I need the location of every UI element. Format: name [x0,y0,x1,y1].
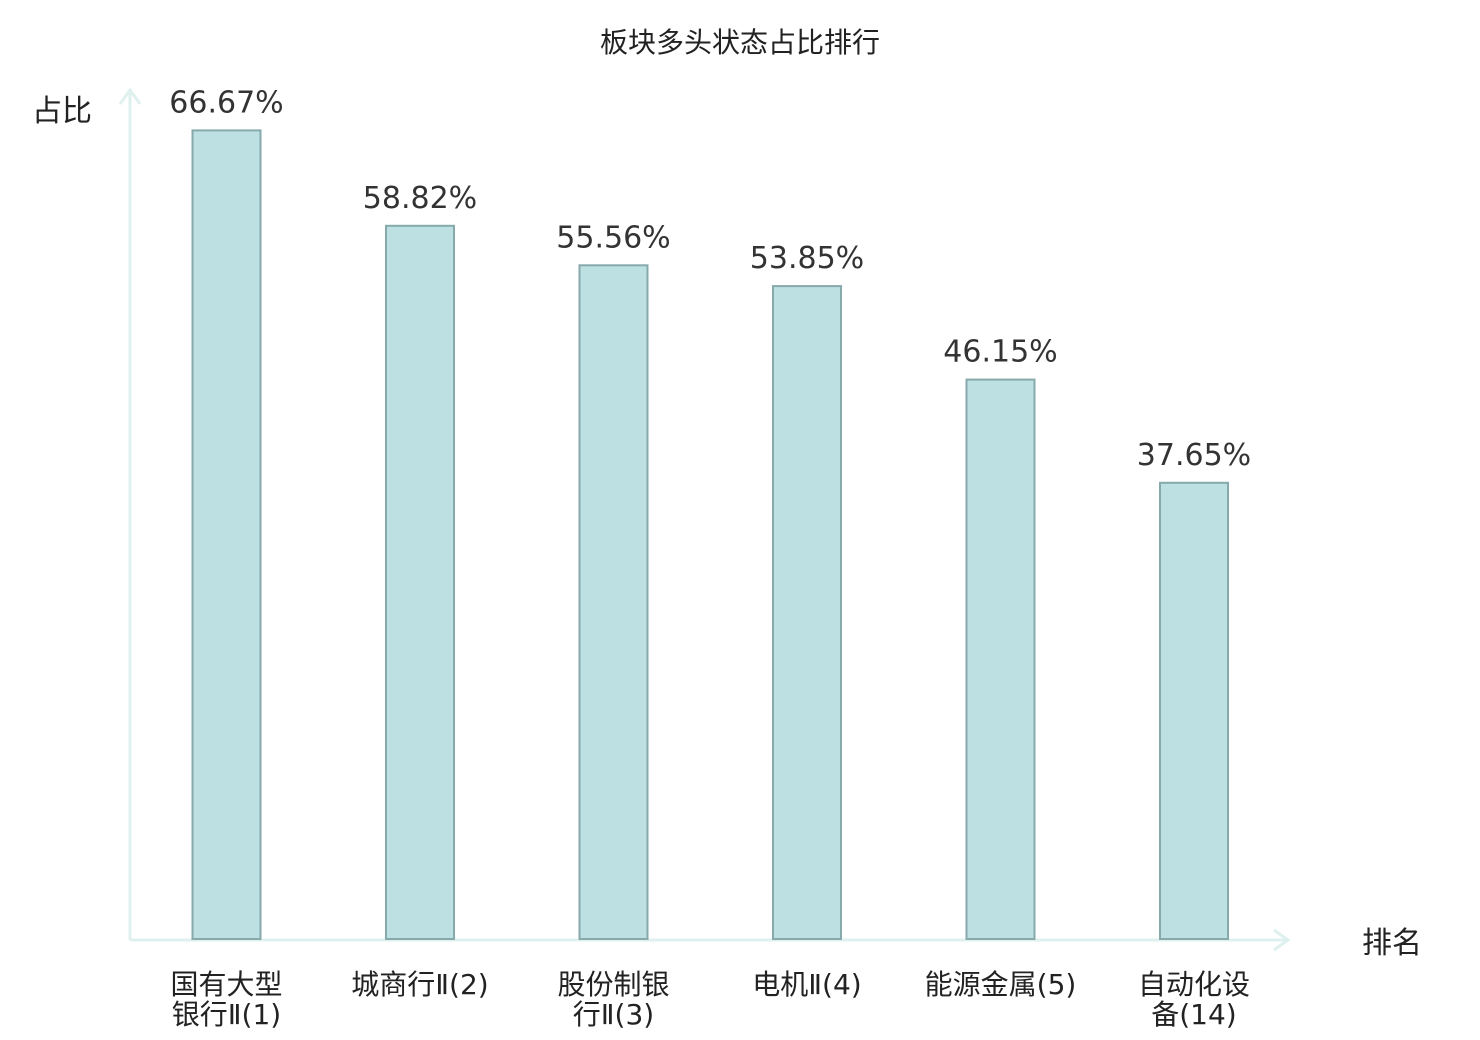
value-label-3: 55.56% [556,220,670,255]
y-axis-arrow [118,87,142,105]
value-labels-group: 66.67% 58.82% 55.56% 53.85% 46.15% 37.65% [169,85,1251,472]
category-label-3-line-2: 行Ⅱ(3) [573,998,654,1031]
value-label-6: 37.65% [1137,438,1251,473]
category-label-2-line-1: 城商行Ⅱ(2) [351,968,488,1001]
y-axis-label: 占比 [32,94,92,129]
bar-3 [578,264,649,940]
category-label-1-line-2: 银行Ⅱ(1) [172,998,281,1031]
x-axis-label: 排名 [1362,926,1422,961]
value-label-4: 53.85% [750,241,864,276]
category-label-3-line-1: 股份制银 [557,968,669,1001]
value-label-1: 66.67% [169,85,283,120]
category-label-4-line-1: 电机Ⅱ(4) [752,968,861,1001]
bar-2 [385,224,455,941]
category-label-1-line-1: 国有大型 [170,968,282,1001]
bar-1 [191,129,262,940]
category-label-5-line-1: 能源金属(5) [925,968,1077,1001]
category-label-6-line-1: 自动化设 [1138,968,1250,1001]
bar-6 [1159,481,1229,940]
x-axis-arrow [1273,928,1291,952]
chart-title: 板块多头状态占比排行 [600,26,880,59]
value-label-2: 58.82% [363,181,477,216]
bars-group [191,129,1229,941]
bar-4 [772,285,842,941]
category-label-6-line-2: 备(14) [1151,998,1236,1031]
bar-5 [965,378,1036,941]
value-label-5: 46.15% [943,335,1057,370]
